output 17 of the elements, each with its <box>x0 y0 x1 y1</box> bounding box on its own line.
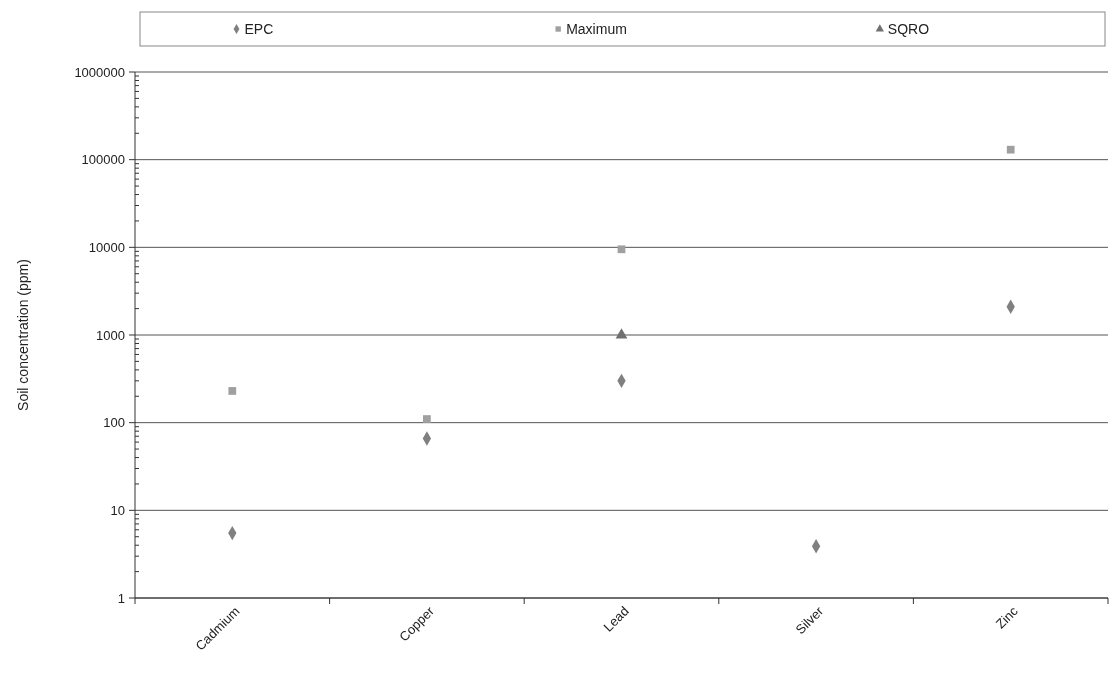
point <box>617 245 626 254</box>
y-tick-label: 10000 <box>88 239 125 255</box>
x-tick-label: Zinc <box>992 603 1022 632</box>
y-tick-label: 10 <box>110 502 125 518</box>
y-tick-label: 100000 <box>81 152 125 168</box>
point <box>615 328 628 339</box>
y-tick-label: 100 <box>103 415 125 431</box>
point <box>423 415 431 423</box>
legend-label: SQRO <box>887 20 930 37</box>
point <box>228 387 237 395</box>
legend-label: Maximum <box>566 20 627 37</box>
y-tick-label: 1 <box>117 590 125 606</box>
y-tick-label: 1000 <box>96 327 125 343</box>
point <box>1006 145 1015 154</box>
legend-label: EPC <box>244 20 274 37</box>
y-tick-label: 1000000 <box>74 64 125 80</box>
y-axis-title: Soil concentration (ppm) <box>15 259 31 411</box>
